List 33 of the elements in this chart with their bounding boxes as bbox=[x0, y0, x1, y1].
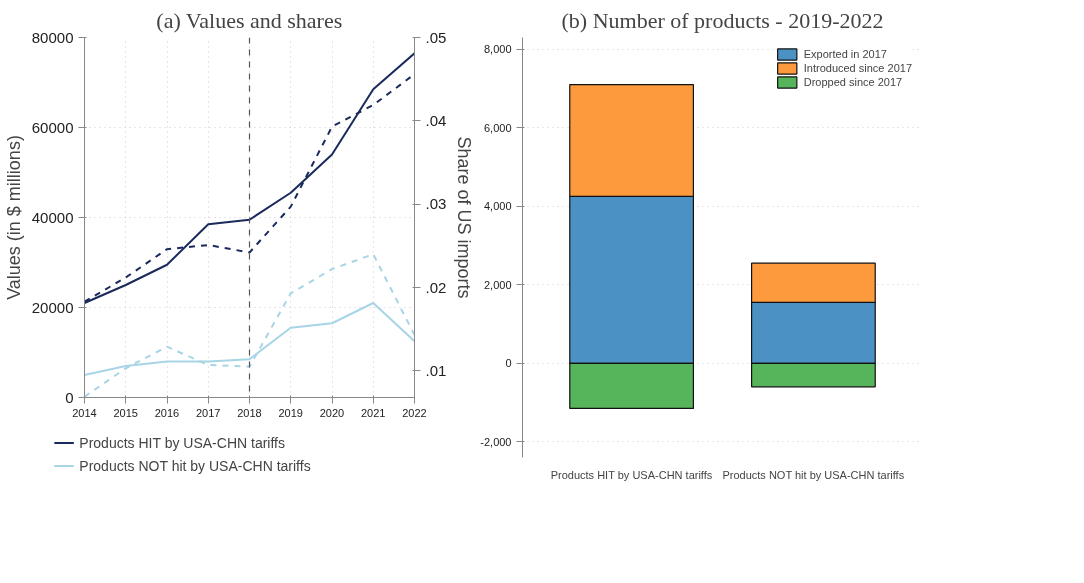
legend-label: Products HIT by USA-CHN tariffs bbox=[79, 434, 285, 451]
x-tick-label: 2017 bbox=[196, 406, 221, 419]
x-tick-label: 2014 bbox=[72, 406, 97, 419]
y-tick-label: 40000 bbox=[31, 208, 74, 226]
x-tick-label: 2016 bbox=[154, 406, 180, 419]
y-tick-label: 60000 bbox=[31, 118, 74, 136]
legend-label: Exported in 2017 bbox=[803, 48, 887, 60]
y-tick-label: 80000 bbox=[31, 28, 74, 46]
x-tick-label: 2019 bbox=[278, 406, 303, 419]
legend-label: Introduced since 2017 bbox=[803, 62, 912, 74]
y2-tick-label: .05 bbox=[425, 28, 447, 46]
y2-tick-label: .01 bbox=[425, 361, 447, 379]
x-tick-label: 2021 bbox=[361, 406, 386, 419]
y-tick-label: 0 bbox=[65, 388, 74, 406]
y2-tick-label: .04 bbox=[425, 111, 447, 129]
x-tick-label: 2022 bbox=[402, 406, 427, 419]
y-axis-title: Values (in $ millions) bbox=[3, 135, 24, 300]
x-tick-label: 2018 bbox=[237, 406, 262, 419]
y2-tick-label: .03 bbox=[425, 195, 447, 213]
y-tick-label: 6,000 bbox=[483, 121, 512, 134]
x-tick-label: 2020 bbox=[319, 406, 345, 419]
chart-title: (a) Values and shares bbox=[156, 7, 343, 33]
legend-label: Dropped since 2017 bbox=[803, 76, 903, 88]
chart-title: (b) Number of products - 2019-2022 bbox=[561, 7, 884, 33]
y-tick-label: 2,000 bbox=[483, 278, 512, 291]
x-tick-label: 2015 bbox=[113, 406, 138, 419]
y2-tick-label: .02 bbox=[425, 278, 447, 296]
y-tick-label: 0 bbox=[505, 357, 512, 370]
y-tick-label: 8,000 bbox=[483, 43, 512, 56]
y-tick-label: 20000 bbox=[31, 298, 74, 316]
y-tick-label: 4,000 bbox=[483, 200, 512, 213]
y2-axis-title: Share of US imports bbox=[454, 136, 475, 299]
y-tick-label: -2,000 bbox=[480, 435, 512, 448]
